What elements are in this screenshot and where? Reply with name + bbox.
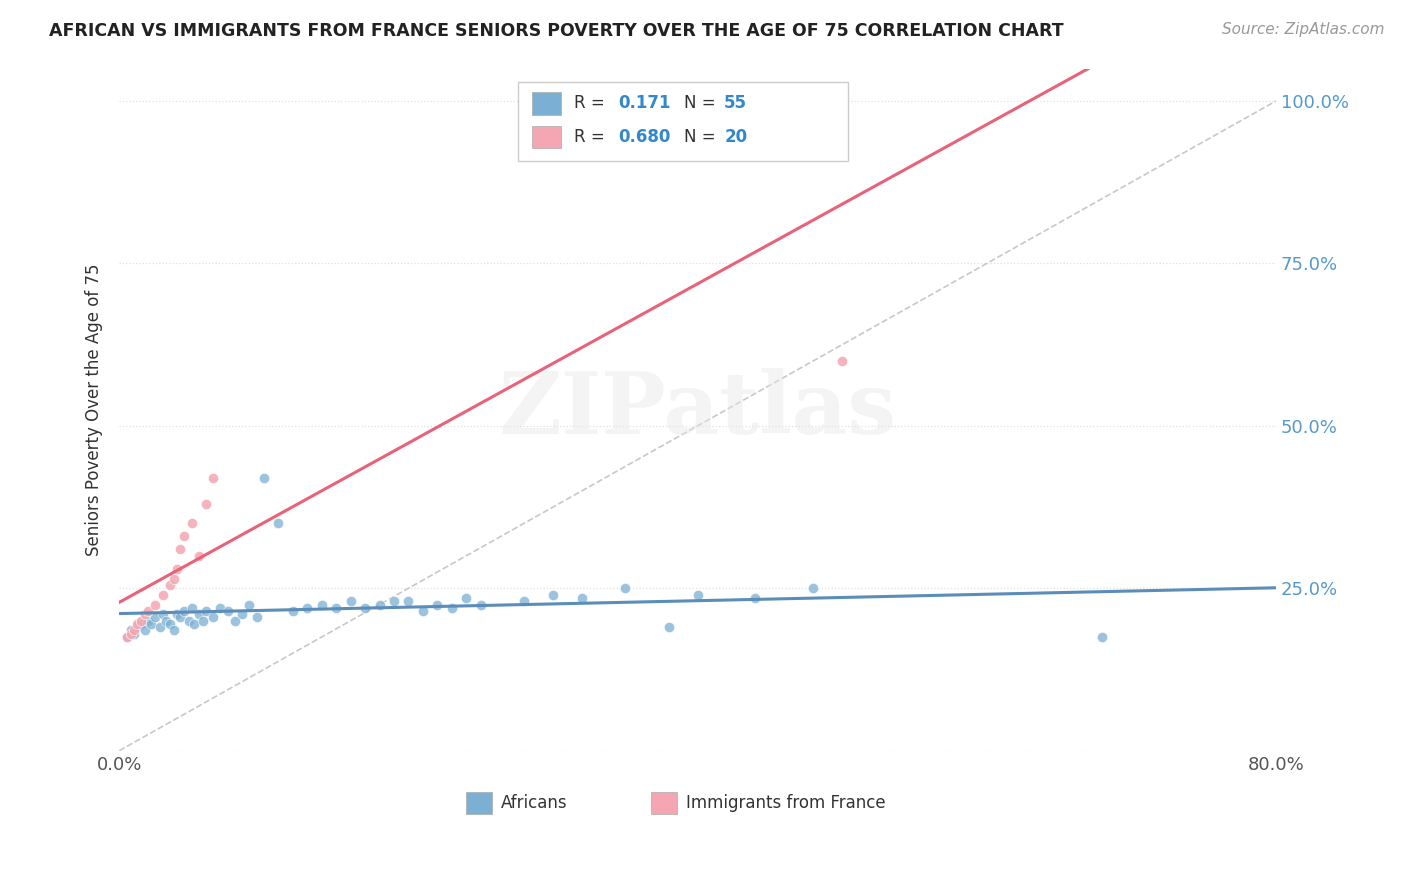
Point xyxy=(541,588,564,602)
Text: N =: N = xyxy=(683,128,721,146)
Point xyxy=(136,614,159,628)
Point xyxy=(173,604,195,618)
FancyBboxPatch shape xyxy=(651,791,676,814)
Point xyxy=(122,624,145,638)
Text: 0.171: 0.171 xyxy=(617,95,671,112)
Point xyxy=(125,620,148,634)
Point xyxy=(152,607,174,622)
Point xyxy=(166,562,188,576)
Point xyxy=(134,624,156,638)
Point xyxy=(297,600,319,615)
Point xyxy=(686,588,709,602)
Point xyxy=(152,588,174,602)
Point xyxy=(173,529,195,543)
Point xyxy=(339,594,361,608)
Point xyxy=(202,610,225,624)
FancyBboxPatch shape xyxy=(519,82,848,161)
Point xyxy=(163,624,186,638)
Point xyxy=(129,614,152,628)
Point xyxy=(115,630,138,644)
Point xyxy=(122,626,145,640)
Point xyxy=(209,600,232,615)
Text: ZIPatlas: ZIPatlas xyxy=(499,368,897,451)
Text: 0.680: 0.680 xyxy=(617,128,671,146)
Point xyxy=(801,581,824,595)
Point xyxy=(166,607,188,622)
Point xyxy=(139,617,162,632)
Point xyxy=(440,600,463,615)
Point xyxy=(134,607,156,622)
Point xyxy=(571,120,593,134)
Point xyxy=(191,614,214,628)
Point xyxy=(368,598,391,612)
Point xyxy=(253,471,276,485)
FancyBboxPatch shape xyxy=(467,791,492,814)
Point xyxy=(571,591,593,605)
Text: Source: ZipAtlas.com: Source: ZipAtlas.com xyxy=(1222,22,1385,37)
Point xyxy=(513,594,536,608)
Point xyxy=(238,598,260,612)
Point xyxy=(195,604,218,618)
Point xyxy=(412,604,434,618)
Point xyxy=(311,598,333,612)
Point xyxy=(187,549,209,563)
Point xyxy=(744,591,766,605)
Point xyxy=(658,620,681,634)
Point xyxy=(354,600,377,615)
Point xyxy=(129,617,152,632)
Point xyxy=(470,598,492,612)
Point xyxy=(267,516,290,531)
Point xyxy=(1091,630,1114,644)
Point xyxy=(183,617,205,632)
Point xyxy=(231,607,253,622)
Point xyxy=(456,591,478,605)
FancyBboxPatch shape xyxy=(533,93,561,115)
Point xyxy=(169,542,191,557)
Text: R =: R = xyxy=(574,95,610,112)
Point xyxy=(831,354,853,368)
Point xyxy=(325,600,347,615)
Point xyxy=(614,581,637,595)
Text: 20: 20 xyxy=(724,128,748,146)
FancyBboxPatch shape xyxy=(533,126,561,148)
Y-axis label: Seniors Poverty Over the Age of 75: Seniors Poverty Over the Age of 75 xyxy=(86,263,103,556)
Point xyxy=(398,594,420,608)
Point xyxy=(281,604,304,618)
Point xyxy=(125,617,148,632)
Text: Africans: Africans xyxy=(501,794,568,813)
Point xyxy=(246,610,269,624)
Point xyxy=(120,626,142,640)
Point xyxy=(382,594,405,608)
Text: 55: 55 xyxy=(724,95,747,112)
Point xyxy=(115,630,138,644)
Text: R =: R = xyxy=(574,128,610,146)
Point xyxy=(169,610,191,624)
Point xyxy=(159,578,181,592)
Point xyxy=(149,620,172,634)
Point xyxy=(136,604,159,618)
Point xyxy=(159,617,181,632)
Point xyxy=(180,516,202,531)
Point xyxy=(163,572,186,586)
Point xyxy=(217,604,239,618)
Point xyxy=(202,471,225,485)
Text: N =: N = xyxy=(683,95,721,112)
Point xyxy=(187,607,209,622)
Text: AFRICAN VS IMMIGRANTS FROM FRANCE SENIORS POVERTY OVER THE AGE OF 75 CORRELATION: AFRICAN VS IMMIGRANTS FROM FRANCE SENIOR… xyxy=(49,22,1064,40)
Point xyxy=(180,600,202,615)
Text: Immigrants from France: Immigrants from France xyxy=(686,794,886,813)
Point xyxy=(426,598,449,612)
Point xyxy=(120,624,142,638)
Point xyxy=(155,614,177,628)
Point xyxy=(145,610,167,624)
Point xyxy=(177,614,200,628)
Point xyxy=(145,598,167,612)
Point xyxy=(224,614,246,628)
Point xyxy=(195,497,218,511)
